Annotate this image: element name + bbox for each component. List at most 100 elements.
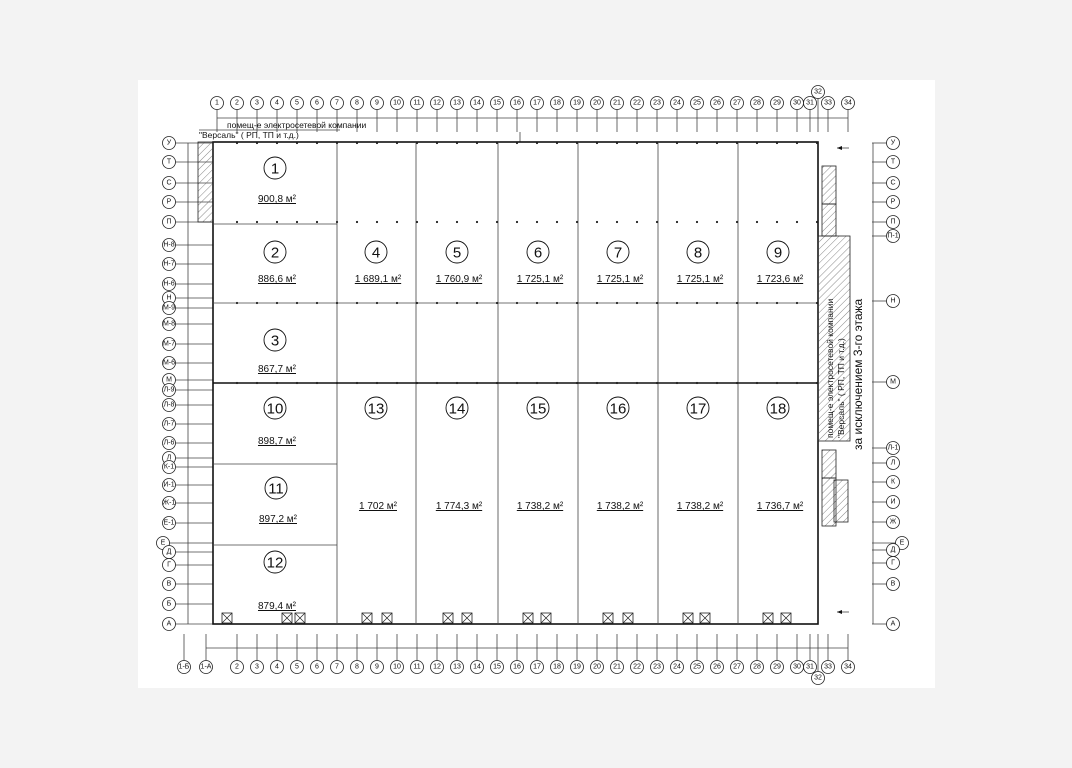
gate-cross-icon (461, 612, 473, 624)
axis-label: 18 (553, 664, 561, 671)
axis-bubble (590, 660, 604, 674)
axis-bubble (670, 96, 684, 110)
column-dot (715, 141, 719, 145)
column-dot (355, 301, 359, 305)
column-dot (575, 381, 579, 385)
axis-label: 22 (633, 100, 641, 107)
column-dot (815, 141, 819, 145)
axis-bubble (886, 229, 900, 243)
axis-bubble (650, 660, 664, 674)
axis-bubble (670, 660, 684, 674)
gate-cross-icon (381, 612, 393, 624)
axis-bubble (162, 597, 176, 611)
gate-cross-icon (540, 612, 552, 624)
column-dot (815, 381, 819, 385)
axis-bubble (162, 356, 176, 370)
axis-bubble (610, 96, 624, 110)
axis-bubble (199, 660, 213, 674)
axis-label: 17 (533, 100, 541, 107)
axis-label: Е (900, 540, 905, 547)
axis-bubble (162, 301, 176, 315)
axis-bubble (750, 660, 764, 674)
axis-label: 30 (793, 100, 801, 107)
column-dot (735, 220, 739, 224)
column-dot (235, 220, 239, 224)
room-number: 8 (694, 245, 702, 262)
gate-cross-icon (682, 612, 694, 624)
axis-label: 34 (844, 100, 852, 107)
axis-bubble (886, 556, 900, 570)
axis-label: 23 (653, 100, 661, 107)
axis-label: 27 (733, 664, 741, 671)
column-dot (655, 301, 659, 305)
axis-bubble (570, 96, 584, 110)
axis-bubble (750, 96, 764, 110)
axis-bubble (330, 96, 344, 110)
room-number-circle (263, 156, 287, 180)
service-shaft (833, 479, 849, 523)
axis-bubble (510, 96, 524, 110)
axis-bubble (730, 660, 744, 674)
axis-bubble (690, 660, 704, 674)
axis-label: П-1 (887, 233, 898, 240)
column-dot (295, 301, 299, 305)
room-4: 4 1 689,1 м² (355, 240, 402, 285)
column-dot (675, 220, 679, 224)
room-area: 1 774,3 м² (436, 501, 483, 512)
axis-label: 4 (275, 100, 279, 107)
axis-label: 29 (773, 664, 781, 671)
arrow-head-icon (837, 146, 842, 150)
axis-label: 28 (753, 100, 761, 107)
axis-bubble (230, 660, 244, 674)
room-area: 1 689,1 м² (355, 274, 402, 285)
axis-label: 7 (335, 100, 339, 107)
column-dot (575, 141, 579, 145)
room-area: 1 723,6 м² (757, 274, 804, 285)
axis-bubble (250, 660, 264, 674)
axis-label: С (890, 180, 895, 187)
axis-bubble (430, 660, 444, 674)
room-number-circle (364, 396, 388, 420)
axis-label: 12 (433, 100, 441, 107)
axis-bubble (886, 375, 900, 389)
axis-label: 31 (806, 100, 814, 107)
gate-cross-icon (294, 612, 306, 624)
axis-label: Р (891, 199, 896, 206)
axis-label: П (166, 219, 171, 226)
room-7: 7 1 725,1 м² (597, 240, 644, 285)
axis-label: Л-7 (164, 421, 175, 428)
axis-bubble (310, 96, 324, 110)
axis-label: 6 (315, 100, 319, 107)
room-number-circle (766, 240, 790, 264)
room-number: 11 (268, 481, 284, 498)
column-dot (455, 381, 459, 385)
axis-label: 26 (713, 664, 721, 671)
gate-cross-icon (780, 612, 792, 624)
column-dot (735, 381, 739, 385)
axis-bubble (730, 96, 744, 110)
service-shaft (821, 165, 837, 205)
axis-label: 32 (814, 675, 822, 682)
room-number-circle (686, 240, 710, 264)
column-dot (255, 220, 259, 224)
axis-label: 11 (413, 664, 420, 671)
room-number: 17 (690, 401, 707, 418)
room-number-circle (526, 396, 550, 420)
axis-label: 3 (255, 664, 259, 671)
axis-bubble (370, 96, 384, 110)
axis-bubble (886, 495, 900, 509)
column-dot (695, 381, 699, 385)
room-area: 1 725,1 м² (517, 274, 564, 285)
column-dot (535, 301, 539, 305)
room-14: 14 1 774,3 м² (436, 396, 483, 512)
column-dot (315, 381, 319, 385)
note-right-exception: за исключением 3-го этажа (851, 298, 865, 450)
axis-bubble (811, 85, 825, 99)
room-area: 1 725,1 м² (597, 274, 644, 285)
column-dot (495, 381, 499, 385)
room-number: 2 (271, 245, 279, 262)
column-dot (555, 381, 559, 385)
axis-bubble (886, 215, 900, 229)
axis-bubble (630, 96, 644, 110)
axis-bubble (162, 460, 176, 474)
